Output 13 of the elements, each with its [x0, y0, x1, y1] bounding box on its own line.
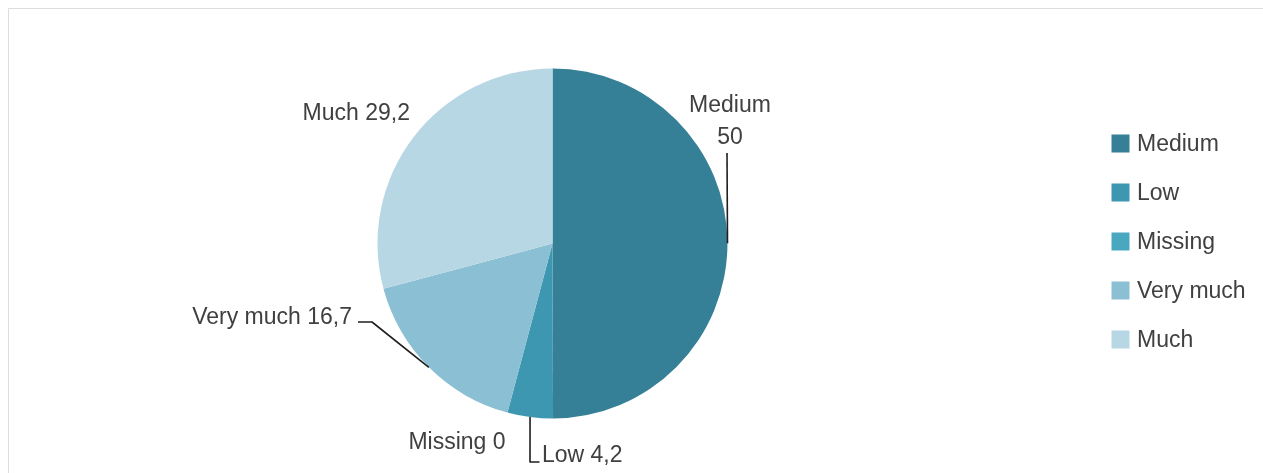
pie-slice: [383, 243, 553, 413]
legend-label: Medium: [1137, 129, 1219, 156]
legend-label: Much: [1137, 325, 1194, 352]
category-label: Much 29,2: [302, 99, 410, 125]
slice-label: Medium: [689, 91, 771, 117]
category-label: Missing 0: [408, 428, 506, 454]
data-label: 50: [717, 123, 743, 149]
legend-label: Very much: [1137, 276, 1246, 303]
category-label: Very much 16,7: [192, 303, 352, 329]
legend-label: Low: [1137, 178, 1180, 205]
legend-label: Missing: [1137, 227, 1215, 254]
category-label: Low 4,2: [542, 441, 623, 467]
pie-slice: [507, 243, 554, 419]
